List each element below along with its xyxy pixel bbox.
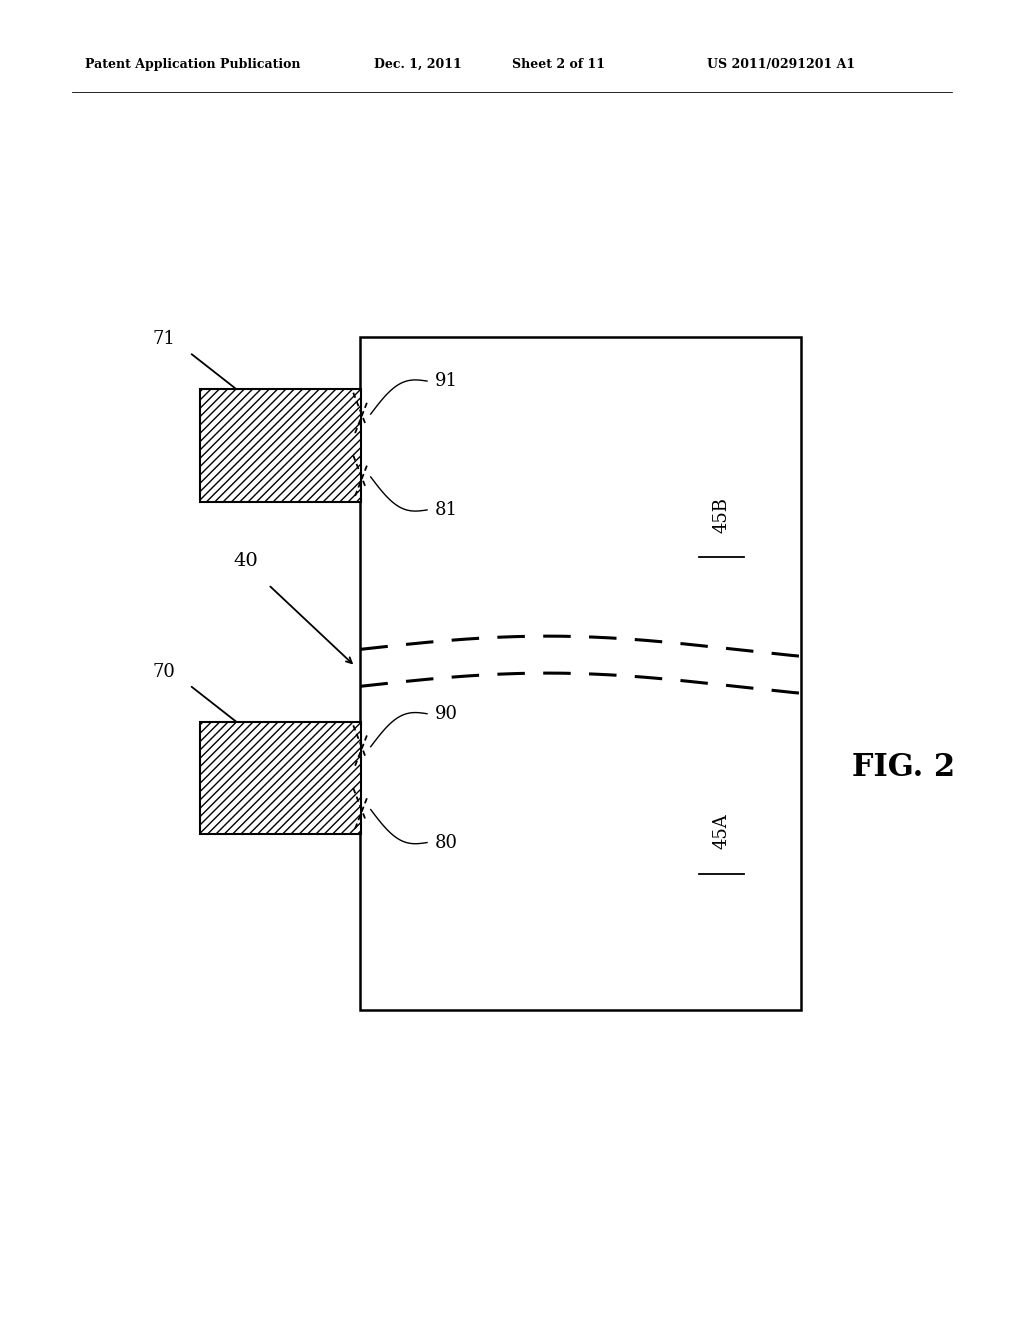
Text: 71: 71 bbox=[153, 330, 175, 348]
Text: US 2011/0291201 A1: US 2011/0291201 A1 bbox=[707, 58, 855, 71]
Text: 90: 90 bbox=[435, 705, 458, 723]
Text: 70: 70 bbox=[153, 663, 175, 681]
Bar bbox=[200, 389, 361, 502]
Text: Dec. 1, 2011: Dec. 1, 2011 bbox=[374, 58, 462, 71]
Text: 91: 91 bbox=[435, 372, 458, 391]
Text: 40: 40 bbox=[233, 552, 258, 570]
Text: FIG. 2: FIG. 2 bbox=[852, 752, 955, 783]
Text: 81: 81 bbox=[435, 500, 458, 519]
Bar bbox=[360, 337, 801, 1010]
Text: 45A: 45A bbox=[713, 813, 730, 849]
Text: Sheet 2 of 11: Sheet 2 of 11 bbox=[512, 58, 605, 71]
Bar bbox=[200, 722, 361, 834]
Text: 45B: 45B bbox=[713, 498, 730, 533]
Text: 80: 80 bbox=[435, 833, 458, 851]
Text: Patent Application Publication: Patent Application Publication bbox=[85, 58, 300, 71]
